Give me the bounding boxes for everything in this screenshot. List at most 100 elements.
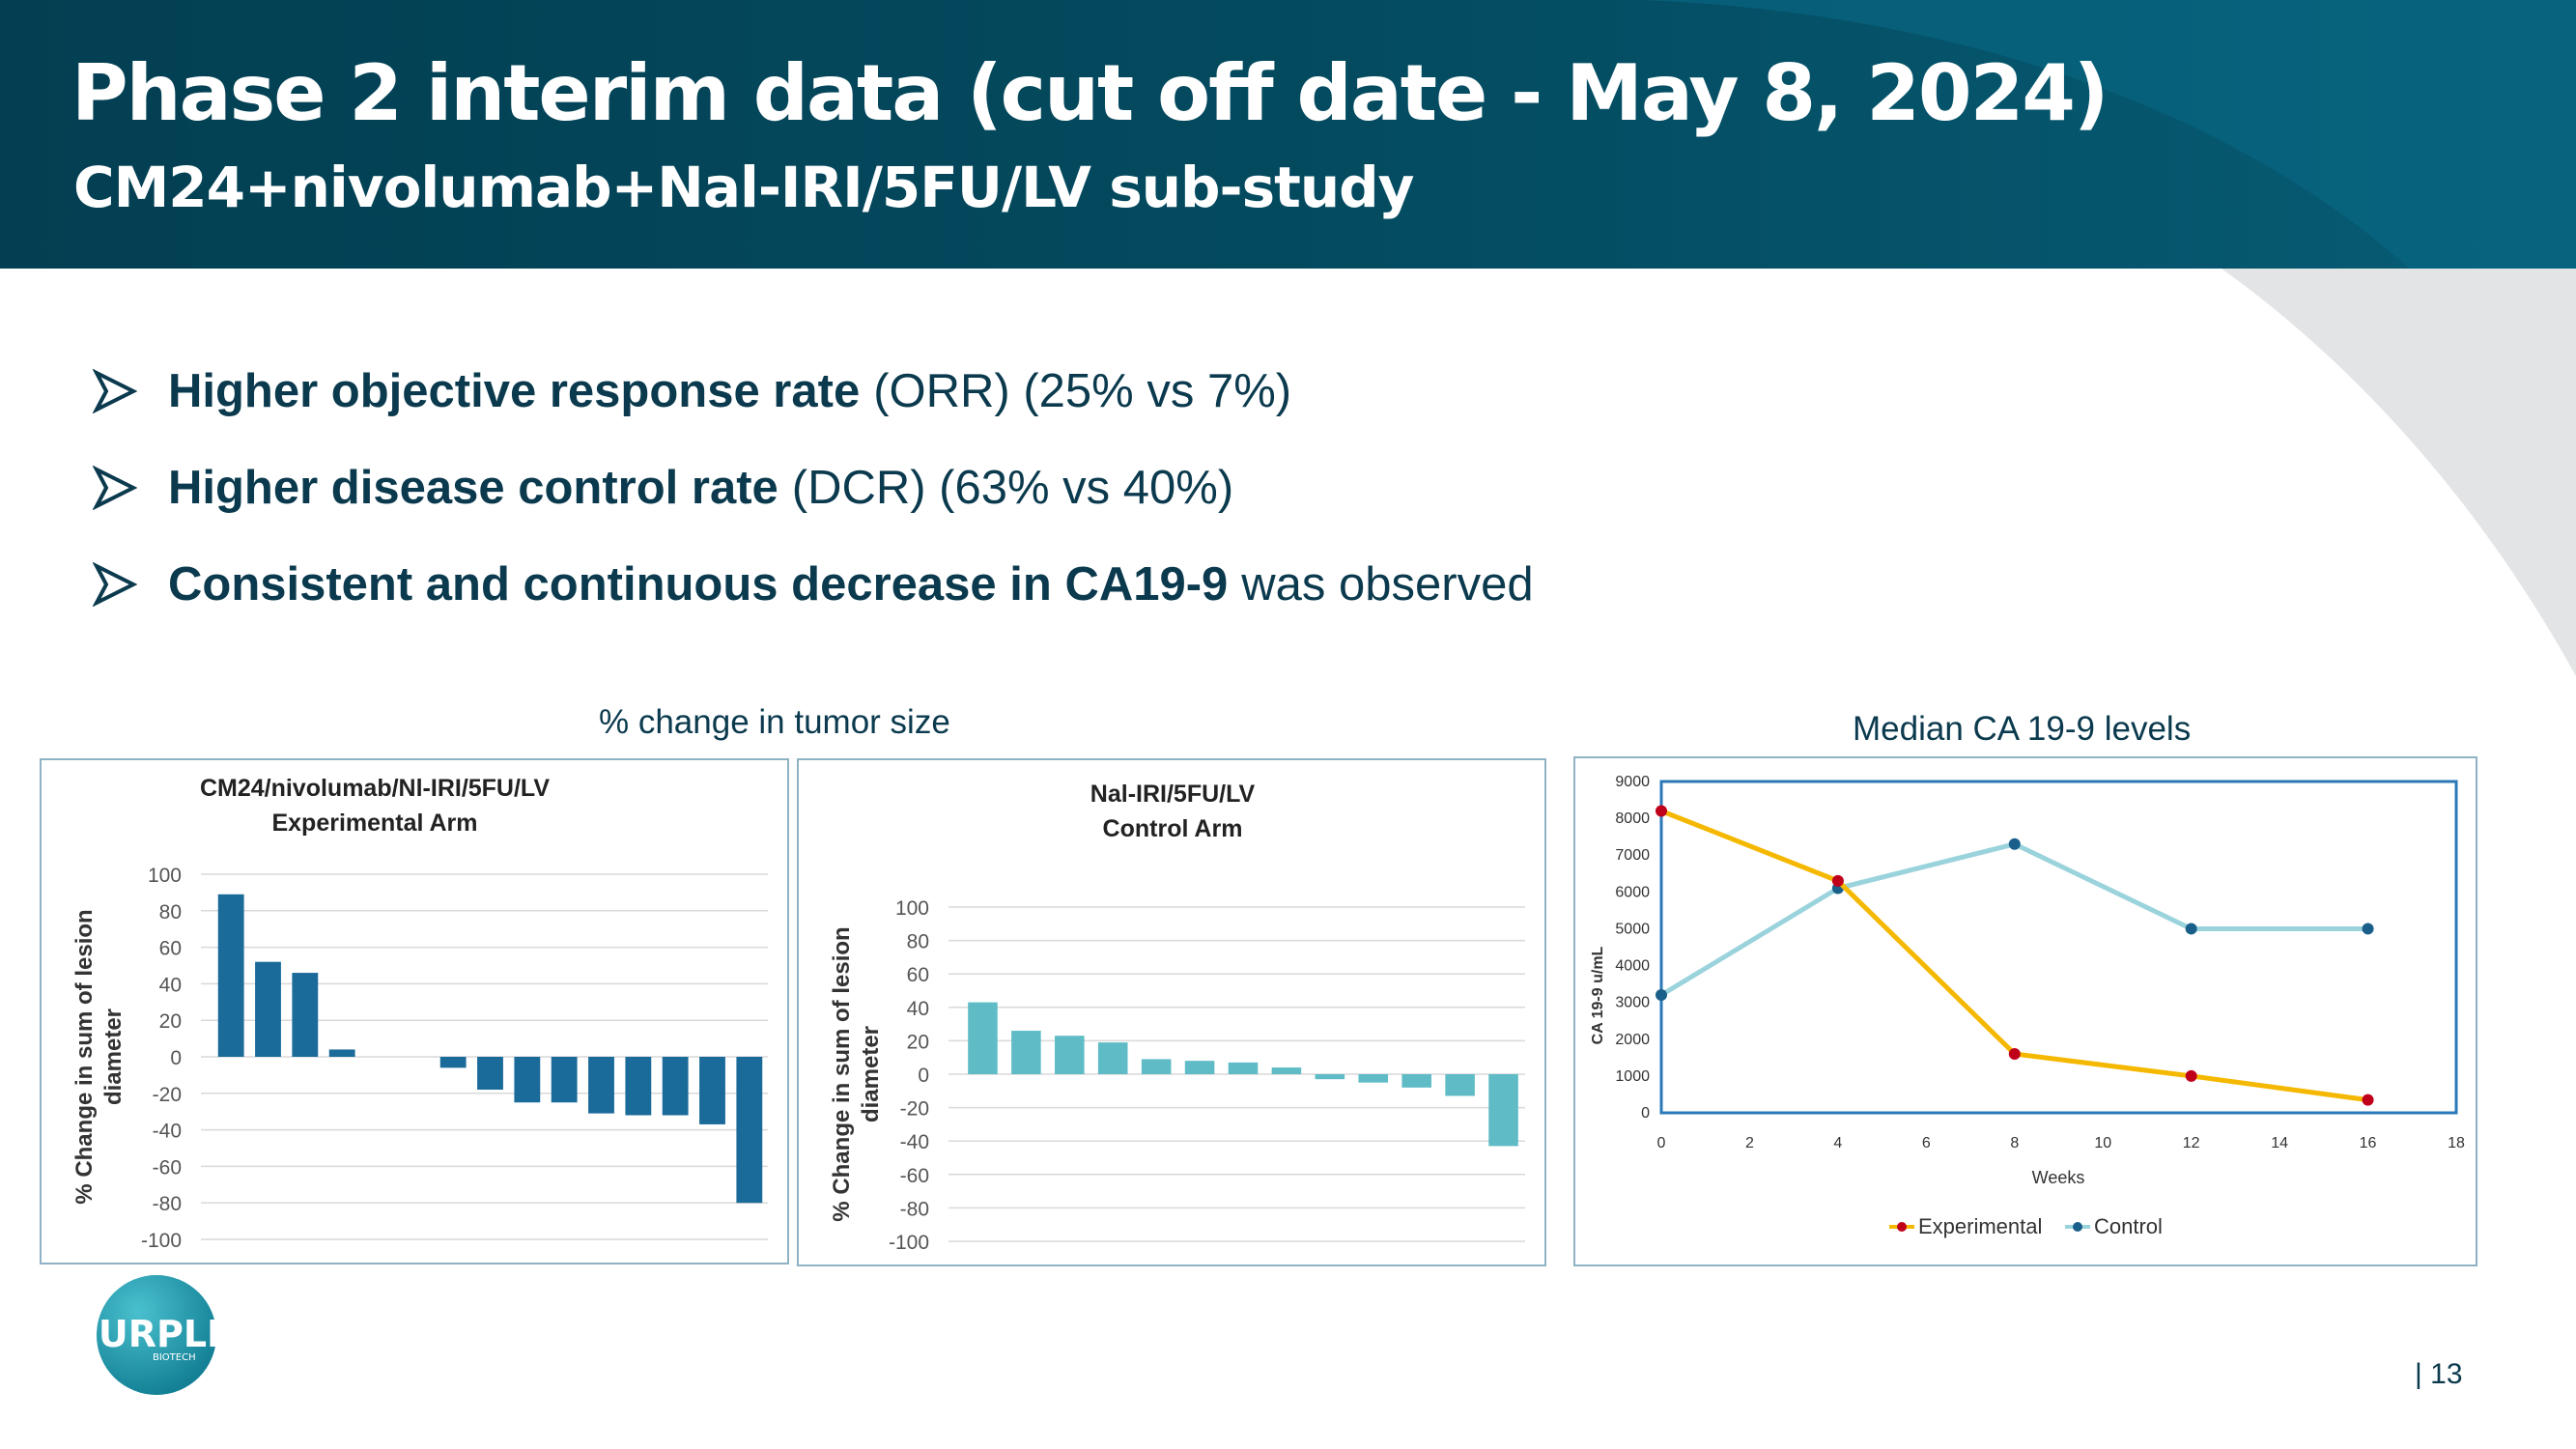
series-line-control (1659, 841, 2368, 998)
y-tick-label: 40 (159, 974, 182, 996)
y-tick-label: -20 (900, 1098, 929, 1121)
bar (1401, 1074, 1431, 1088)
y-tick-label: -100 (141, 1230, 182, 1252)
y-tick-label: 6000 (1615, 884, 1650, 900)
data-point-experimental (2362, 1094, 2374, 1106)
y-tick-label: 20 (907, 1031, 929, 1053)
data-point-experimental (2008, 1048, 2021, 1061)
bar (662, 1057, 689, 1116)
experimental-bar-chart-svg: CM24/nivolumab/Nl-IRI/5FU/LV Experimental… (71, 775, 768, 1252)
y-tick-label: 60 (907, 964, 929, 986)
plot-frame (1659, 780, 2458, 1115)
y-tick-label: -100 (889, 1232, 929, 1254)
page-subtitle: CM24+nivolumab+Nal-IRI/5FU/LV sub-study (73, 155, 1414, 220)
ca199-label: Median CA 19-9 levels (1853, 710, 2192, 748)
control-bar-chart-svg: Nal-IRI/5FU/LV Control Arm 100 80 60 40 20 0 -20… (829, 781, 1525, 1254)
bullet-bold-text: Higher disease control rate (168, 462, 778, 514)
bullet-bold-text: Consistent and continuous decrease in CA… (168, 558, 1229, 611)
arrow-bullet-icon (93, 562, 137, 607)
logo-graphic: PURPLE BIOTECH (71, 1275, 232, 1395)
data-point-control (2185, 923, 2197, 935)
y-tick-label: 4000 (1615, 958, 1650, 975)
y-tick-label: 0 (918, 1065, 929, 1087)
y-tick-label: -40 (153, 1121, 182, 1143)
ca199-line-chart: 0 1000 2000 3000 4000 5000 6000 7000 8000 9000 0 2 4… (1573, 756, 2477, 1266)
x-tick-label: 16 (2360, 1135, 2377, 1151)
bar (328, 1049, 355, 1057)
x-tick-label: 6 (1922, 1135, 1931, 1151)
y-tick-label: 0 (170, 1047, 182, 1069)
chart-title: Nal-IRI/5FU/LV (1090, 781, 1256, 808)
bar (1141, 1059, 1172, 1074)
x-tick-label: 12 (2183, 1135, 2200, 1151)
y-tick-label: 100 (148, 865, 182, 887)
bar (439, 1057, 467, 1068)
legend-swatch-marker (1897, 1222, 1907, 1232)
y-axis-label: diameter (100, 1009, 127, 1105)
bar (1097, 1042, 1128, 1074)
bar (1445, 1074, 1475, 1096)
x-tick-label: 18 (2448, 1135, 2465, 1151)
x-tick-label: 0 (1657, 1135, 1666, 1151)
y-tick-label: 20 (159, 1010, 182, 1033)
y-tick-label: 1000 (1615, 1068, 1650, 1085)
bar (477, 1057, 503, 1091)
bullet-text: (DCR) (63% vs 40%) (791, 462, 1234, 514)
page-number: | 13 (2415, 1358, 2463, 1390)
bullet-item: Higher objective response rate (ORR) (25… (93, 343, 1534, 440)
data-point-experimental (1831, 874, 1844, 887)
y-tick-label: 5000 (1615, 921, 1650, 937)
x-axis-label: Weeks (2032, 1168, 2085, 1187)
bar (1228, 1062, 1259, 1074)
y-tick-label: -60 (153, 1156, 182, 1179)
bar (1011, 1031, 1041, 1074)
legend-swatch-marker (2073, 1222, 2082, 1232)
ca199-line-chart-svg: 0 1000 2000 3000 4000 5000 6000 7000 8000 9000 0 2 4… (1590, 774, 2465, 1238)
y-tick-label: -80 (153, 1193, 182, 1215)
y-tick-label: 80 (907, 931, 929, 953)
y-tick-label: 0 (1641, 1105, 1650, 1122)
y-tick-label: 100 (895, 897, 929, 920)
data-point-control (2008, 838, 2021, 850)
bar (1358, 1074, 1389, 1083)
logo-subtext: BIOTECH (153, 1352, 196, 1363)
x-tick-label: 14 (2271, 1135, 2288, 1151)
chart-subtitle: Control Arm (1103, 815, 1243, 842)
y-tick-label: 7000 (1615, 847, 1650, 864)
bar (1488, 1074, 1518, 1147)
chart-subtitle: Experimental Arm (271, 810, 477, 837)
y-tick-label: 3000 (1615, 995, 1650, 1011)
y-axis-label: CA 19-9 u/mL (1590, 946, 1606, 1044)
legend-label: Experimental (1918, 1214, 2042, 1238)
bar (1184, 1061, 1215, 1074)
y-tick-label: 40 (907, 998, 929, 1020)
page-title: Phase 2 interim data (cut off date - May… (71, 48, 2109, 138)
bar (699, 1057, 725, 1124)
y-tick-label: 2000 (1615, 1032, 1650, 1048)
y-tick-label: -20 (153, 1084, 182, 1106)
y-tick-label: 9000 (1615, 774, 1650, 790)
bar (217, 894, 244, 1057)
chart-title: CM24/nivolumab/Nl-IRI/5FU/LV (200, 775, 550, 802)
y-axis-label: % Change in sum of lesion (829, 926, 855, 1221)
bar (1055, 1036, 1085, 1074)
bar (514, 1057, 541, 1103)
x-tick-label: 4 (1833, 1135, 1842, 1151)
bar (1271, 1067, 1302, 1074)
data-point-experimental (1656, 805, 1667, 817)
data-point-experimental (2185, 1069, 2197, 1082)
purple-biotech-logo: PURPLE BIOTECH (64, 1273, 232, 1399)
x-tick-label: 10 (2094, 1135, 2111, 1151)
y-tick-label: -60 (900, 1165, 929, 1187)
data-point-control (1656, 989, 1667, 1002)
bar (625, 1057, 652, 1116)
arrow-bullet-icon (93, 466, 137, 510)
y-tick-label: -80 (900, 1198, 929, 1220)
x-tick-label: 8 (2010, 1135, 2019, 1151)
legend-label: Control (2094, 1214, 2163, 1238)
bullet-item: Higher disease control rate (DCR) (63% v… (93, 440, 1534, 536)
bar (968, 1002, 998, 1074)
bar (588, 1057, 614, 1114)
y-tick-label: 80 (159, 901, 182, 923)
data-point-control (2362, 923, 2374, 935)
